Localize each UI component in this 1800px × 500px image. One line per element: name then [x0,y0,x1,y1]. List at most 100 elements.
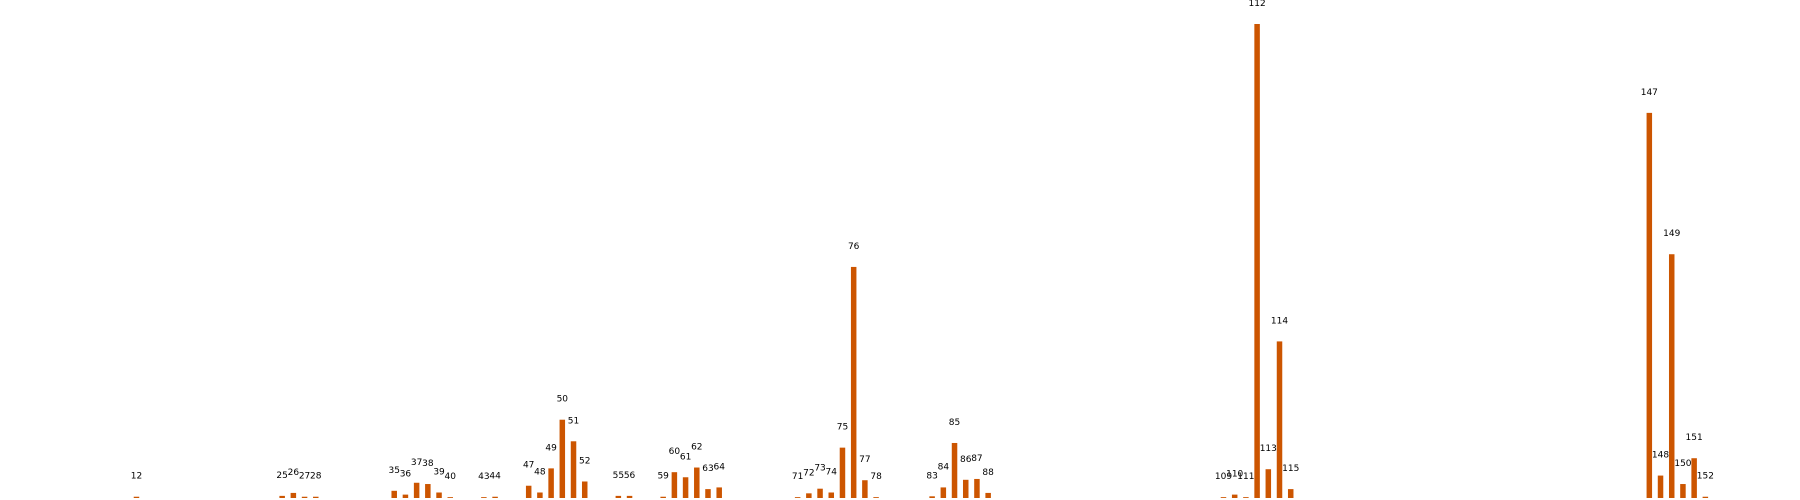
bar-label-23: 61 [680,452,691,462]
bar-label-46: 114 [1271,316,1288,326]
bar-36 [940,487,947,498]
bar-label-11: 43 [478,472,489,482]
bar-52 [1691,458,1697,498]
bar-label-35: 83 [926,471,937,481]
bar-label-4: 28 [310,472,322,482]
bar-30 [828,492,835,498]
bar-23 [682,477,689,498]
bar-label-44: 112 [1249,0,1266,9]
bar-8 [425,484,431,498]
bar-label-32: 76 [848,242,860,252]
bar-32 [850,266,857,498]
bar-33 [862,480,868,498]
bar-label-41: 109 [1215,472,1232,482]
bar-44 [1254,24,1260,498]
bar-label-42: 110 [1226,470,1243,480]
bar-35 [929,496,935,498]
bar-label-14: 48 [534,468,546,478]
bar-3 [301,496,308,498]
bar-10 [447,497,453,498]
bar-label-25: 63 [702,464,713,474]
bar-46 [1276,341,1283,498]
bar-label-43: 111 [1237,472,1254,482]
bar-label-50: 149 [1663,229,1680,239]
bar-label-39: 87 [971,454,982,464]
bar-37 [951,442,958,498]
bar-label-24: 62 [691,443,702,453]
bar-label-20: 56 [624,471,636,481]
bar-label-29: 73 [814,464,825,474]
bar-12 [492,496,498,498]
bar-label-38: 86 [960,455,972,465]
bar-label-40: 88 [982,468,994,478]
bar-24 [694,467,700,498]
bar-25 [705,489,711,498]
bar-34 [873,497,879,498]
bar-label-51: 150 [1674,459,1691,469]
bar-label-33: 77 [859,455,870,465]
bar-2 [290,492,297,498]
bar-label-0: 12 [131,472,142,482]
bar-42 [1231,494,1238,498]
bar-label-27: 71 [792,472,803,482]
bar-label-13: 47 [523,461,534,471]
bar-50 [1668,254,1675,498]
bar-31 [839,447,846,498]
bar-label-53: 152 [1697,472,1714,482]
bars-group [133,24,1709,499]
bar-label-10: 40 [445,472,457,482]
bar-label-17: 51 [568,416,579,426]
bar-label-48: 147 [1641,88,1658,98]
bar-49 [1657,475,1664,498]
bar-label-12: 44 [489,472,501,482]
bar-label-6: 36 [400,470,412,480]
bar-label-31: 75 [837,423,848,433]
bar-label-37: 85 [949,418,960,428]
bar-38 [962,479,969,498]
bar-label-2: 26 [288,468,300,478]
bar-0 [133,496,140,498]
bar-5 [391,490,397,498]
bar-1 [279,495,285,498]
bar-39 [974,478,980,498]
bar-label-26: 64 [713,462,725,472]
bar-51 [1680,484,1686,498]
bar-label-34: 78 [870,472,882,482]
bar-47 [1287,489,1294,498]
bar-6 [402,494,409,498]
bar-22 [671,472,678,498]
bar-26 [716,487,722,498]
bar-label-30: 74 [826,468,838,478]
bar-16 [559,419,566,498]
bar-43 [1243,497,1249,498]
bar-label-7: 37 [411,458,422,468]
bar-label-9: 39 [433,468,445,478]
bar-label-15: 49 [545,443,557,453]
bar-label-52: 151 [1686,433,1703,443]
bar-label-49: 148 [1652,451,1669,461]
bar-19 [615,495,622,498]
bar-40 [985,492,991,498]
bar-20 [626,495,633,498]
bar-label-3: 27 [299,472,310,482]
bar-label-16: 50 [557,395,569,405]
bar-label-36: 84 [938,462,950,472]
bar-label-18: 52 [579,456,590,466]
bar-label-45: 113 [1260,444,1277,454]
bar-15 [548,468,554,499]
bar-41 [1220,497,1227,498]
bar-11 [481,497,487,498]
bar-label-8: 38 [422,459,434,469]
bar-45 [1265,469,1272,498]
bar-53 [1702,496,1709,498]
bar-label-19: 55 [613,471,624,481]
bar-48 [1646,112,1653,498]
bar-7 [413,482,420,498]
bar-28 [806,493,812,498]
bar-13 [525,485,532,498]
bar-label-28: 72 [803,468,814,478]
bar-27 [794,497,801,498]
bar-21 [660,496,666,498]
